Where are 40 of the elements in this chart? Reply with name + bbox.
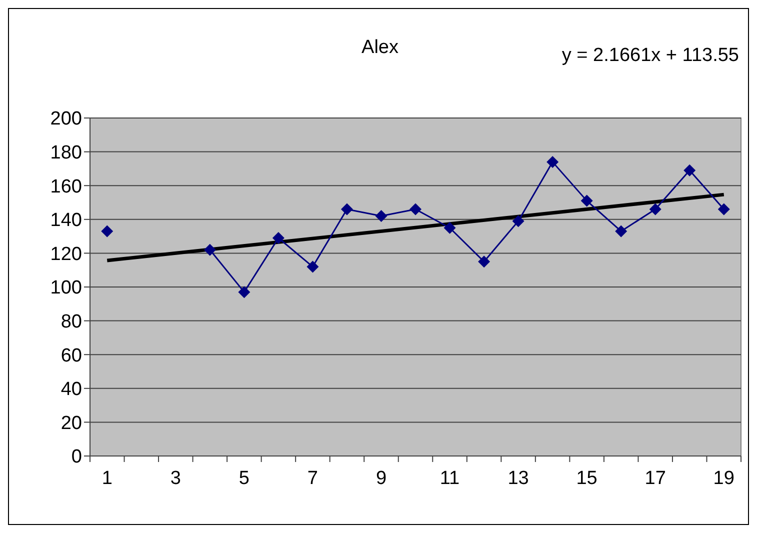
y-tick-label: 40 bbox=[60, 379, 82, 400]
point bbox=[238, 286, 250, 298]
chart-title: Alex bbox=[362, 37, 399, 58]
point bbox=[340, 203, 353, 216]
x-tick-label: 7 bbox=[307, 468, 318, 489]
y-tick-label: 0 bbox=[71, 446, 82, 468]
x-tick-label: 3 bbox=[170, 468, 181, 489]
x-tick-label: 17 bbox=[644, 468, 666, 489]
y-tick-label: 20 bbox=[60, 412, 82, 434]
point bbox=[375, 210, 388, 222]
x-tick-label: 13 bbox=[508, 468, 529, 489]
y-tick-label: 120 bbox=[50, 244, 82, 265]
y-tick-label: 200 bbox=[50, 108, 82, 130]
point bbox=[615, 225, 628, 238]
point bbox=[410, 203, 422, 216]
text: y = 2.1661x + 113.55 bbox=[562, 45, 739, 66]
y-tick-label: 60 bbox=[60, 345, 82, 366]
x-tick-label: 1 bbox=[102, 468, 112, 489]
point bbox=[580, 194, 593, 207]
point bbox=[306, 260, 319, 273]
y-tick-label: 140 bbox=[50, 210, 82, 232]
y-tick-label: 160 bbox=[50, 176, 82, 198]
y-tick-label: 100 bbox=[50, 278, 82, 299]
x-tick-label: 15 bbox=[576, 468, 598, 489]
point bbox=[272, 232, 284, 244]
point bbox=[101, 225, 114, 238]
point bbox=[478, 256, 490, 268]
x-tick-label: 5 bbox=[238, 468, 250, 489]
x-tick-label: 11 bbox=[440, 468, 460, 489]
point bbox=[649, 203, 662, 216]
point bbox=[444, 222, 456, 234]
y-tick-label: 80 bbox=[60, 311, 82, 332]
x-tick-label: 9 bbox=[376, 468, 387, 489]
x-tick-label: 19 bbox=[713, 468, 734, 489]
point bbox=[204, 244, 216, 256]
point bbox=[718, 203, 730, 216]
point bbox=[512, 215, 524, 228]
point bbox=[546, 156, 559, 168]
point bbox=[684, 164, 696, 176]
y-tick-label: 180 bbox=[50, 142, 82, 164]
